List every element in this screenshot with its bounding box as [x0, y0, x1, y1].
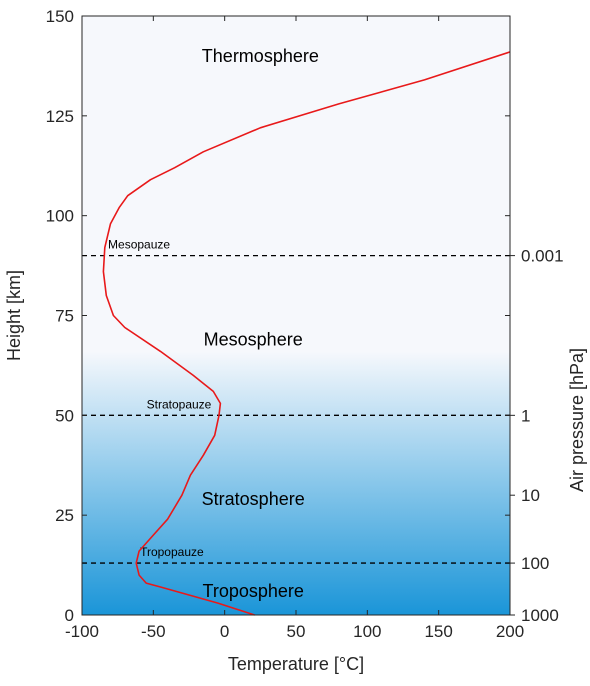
y-tick-label: 125 [46, 107, 74, 126]
temperature-profile-line [102, 51, 511, 616]
pressure-axis-ticks: 1000 100 10 1 0.001 [510, 247, 564, 625]
x-axis-title: Temperature [°C] [228, 654, 364, 674]
y-axis-title: Height [km] [4, 270, 24, 361]
layer-label-thermosphere: Thermosphere [202, 46, 319, 66]
boundary-label-stratopauze: Stratopauze [147, 397, 212, 411]
x-tick-label: 100 [353, 622, 381, 641]
plot-background [82, 16, 510, 615]
pressure-tick-label: 0.001 [521, 247, 564, 266]
y-tick-label: 75 [55, 307, 74, 326]
y-tick-label: 50 [55, 406, 74, 425]
series-group [102, 51, 511, 616]
y-tick-label: 25 [55, 506, 74, 525]
boundary-label-tropopauze: Tropopauze [140, 545, 204, 559]
y-tick-label: 150 [46, 7, 74, 26]
x-tick-label: -100 [65, 622, 99, 641]
x-tick-label: -50 [141, 622, 166, 641]
pressure-axis-title: Air pressure [hPa] [567, 348, 587, 492]
x-tick-label: 50 [287, 622, 306, 641]
y-tick-label: 100 [46, 207, 74, 226]
y-axis-ticks: 0 25 50 75 100 125 150 [46, 7, 510, 625]
layer-label-stratosphere: Stratosphere [202, 489, 305, 509]
layer-label-mesosphere: Mesosphere [204, 329, 303, 349]
pressure-tick-label: 100 [521, 554, 549, 573]
x-tick-label: 150 [424, 622, 452, 641]
boundary-lines: Mesopauze Stratopauze Tropopauze [82, 238, 510, 564]
x-tick-label: 0 [220, 622, 229, 641]
x-axis-ticks: -100 -50 0 50 100 150 200 [65, 16, 524, 641]
pressure-tick-label: 1 [521, 406, 530, 425]
x-tick-label: 200 [496, 622, 524, 641]
layer-labels: Thermosphere Mesosphere Stratosphere Tropos… [202, 46, 319, 601]
pressure-tick-label: 1000 [521, 606, 559, 625]
layer-label-troposphere: Troposphere [203, 581, 304, 601]
pressure-tick-label: 10 [521, 486, 540, 505]
boundary-label-mesopauze: Mesopauze [108, 238, 170, 252]
y-tick-label: 0 [65, 606, 74, 625]
